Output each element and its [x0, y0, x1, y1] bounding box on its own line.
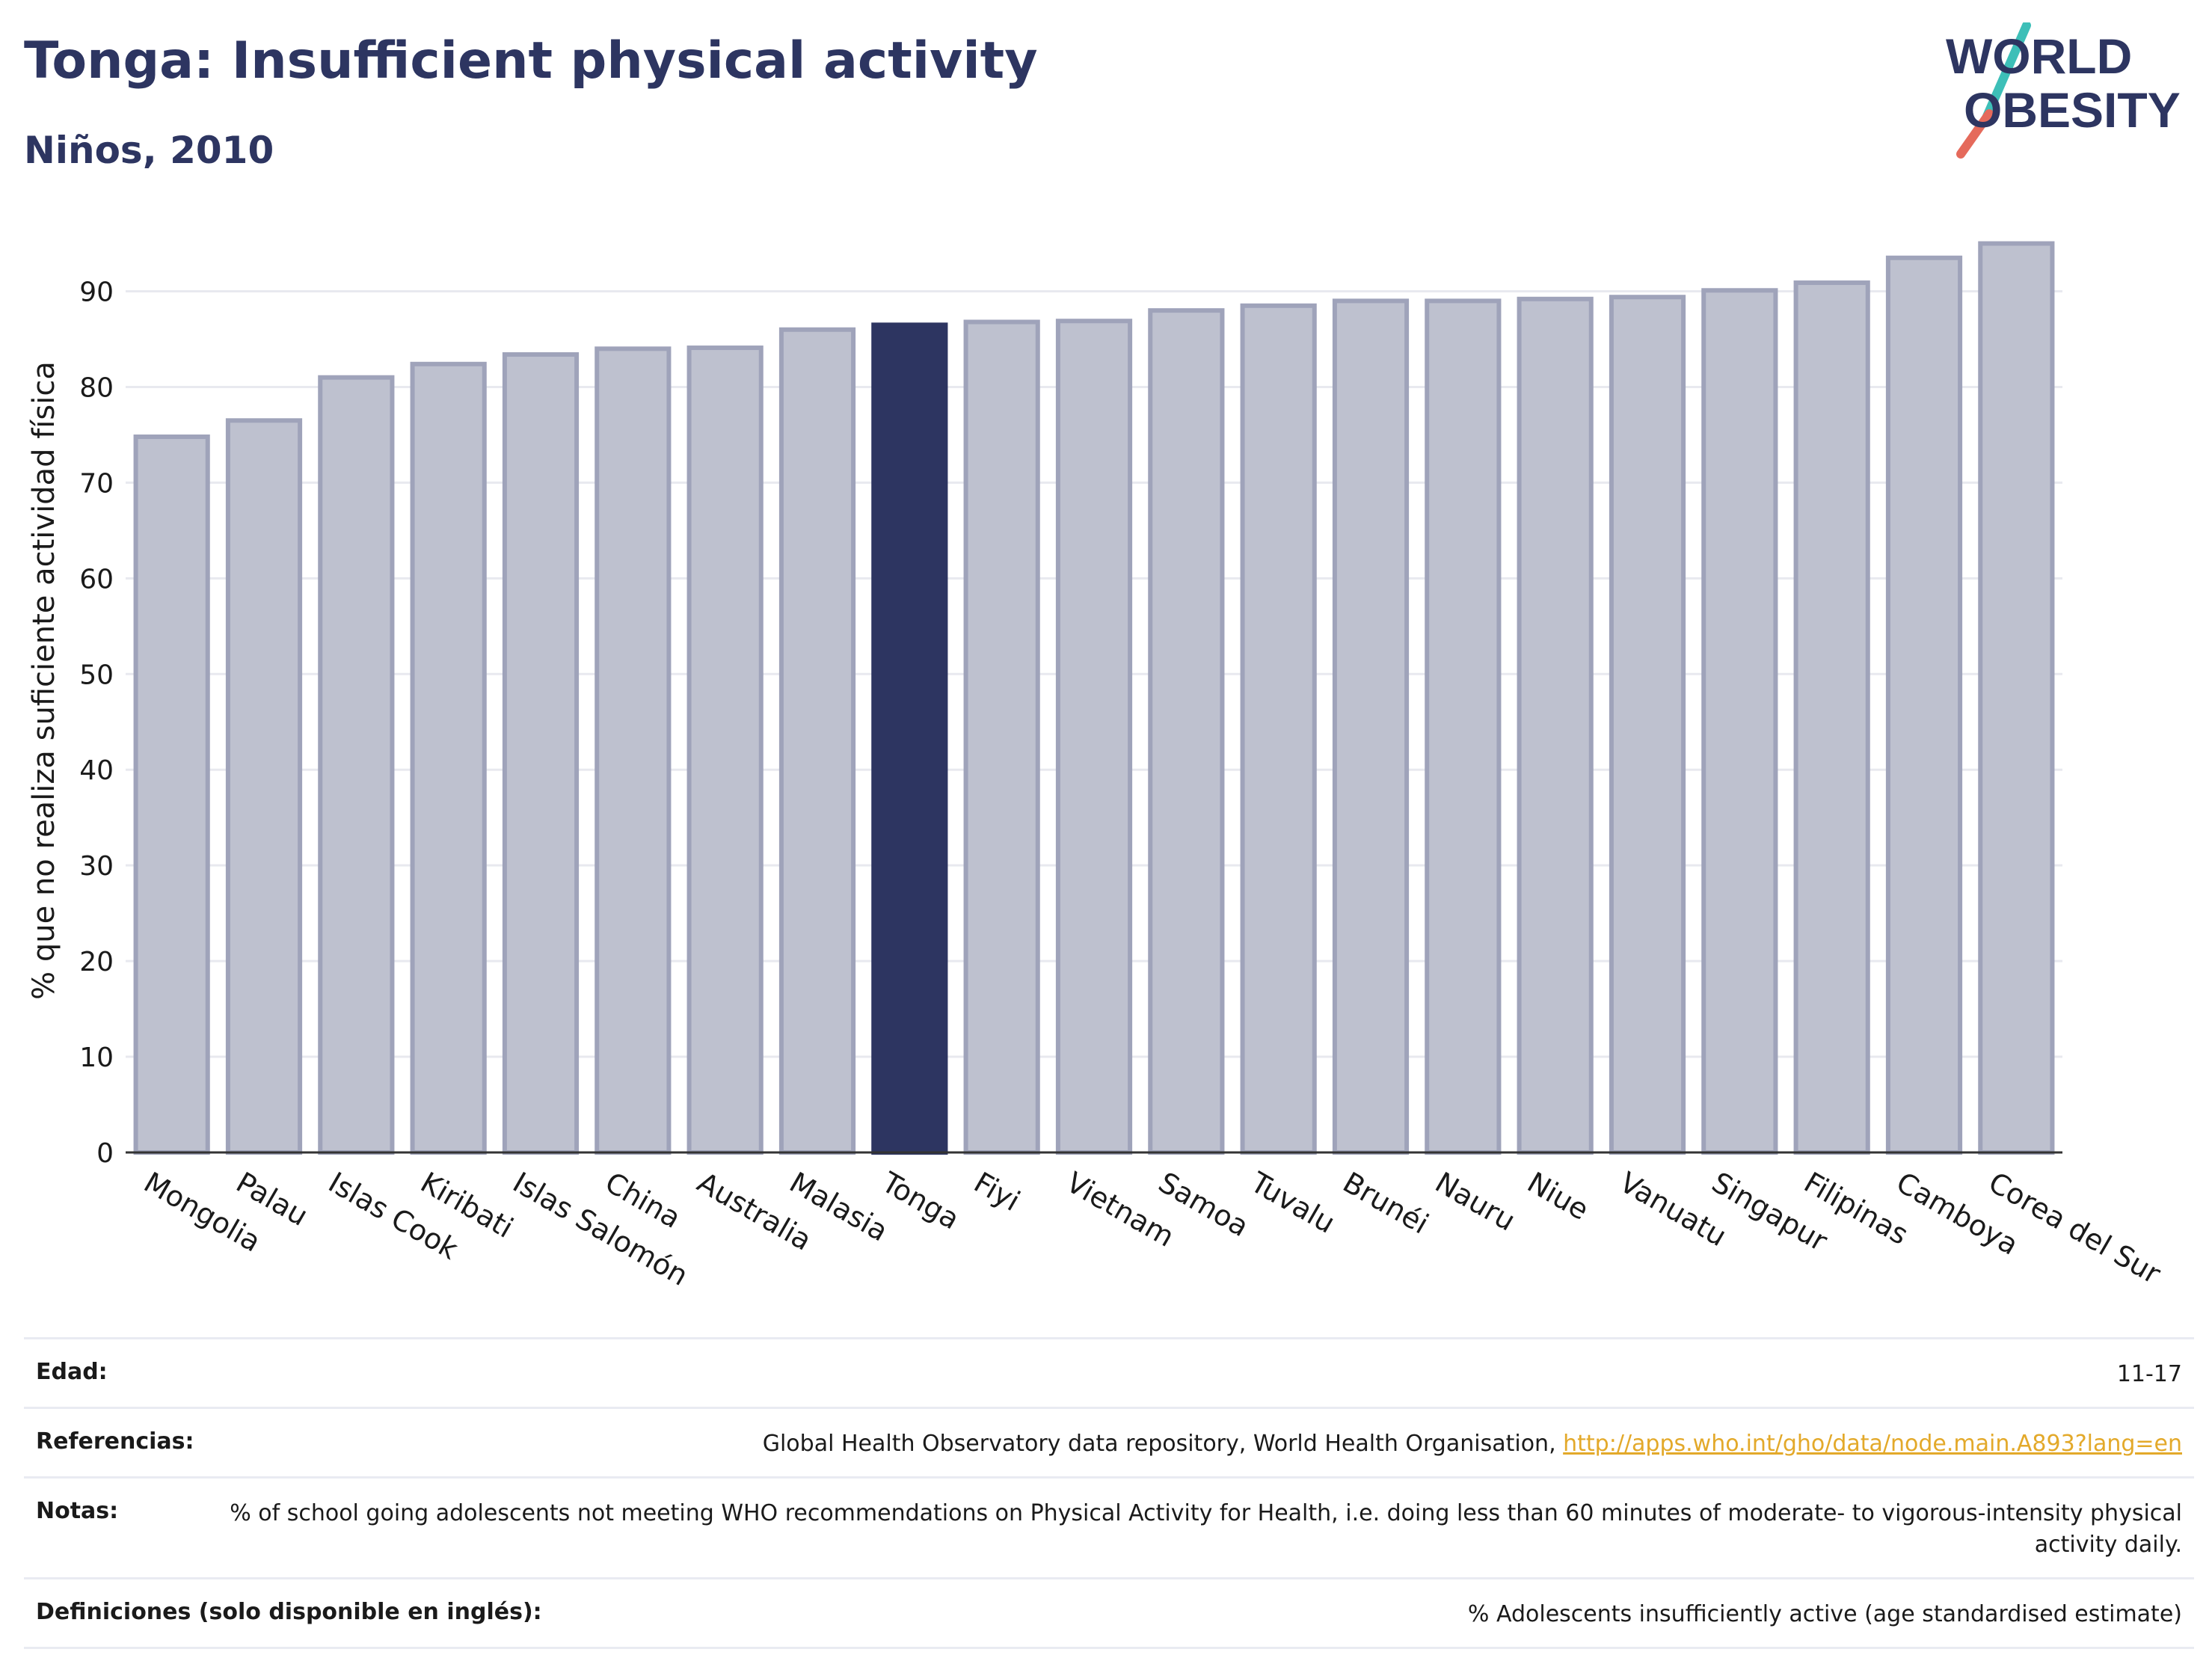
y-tick-label: 70: [79, 468, 114, 499]
bar: [1609, 295, 1686, 1155]
info-value: 11-17: [2117, 1359, 2182, 1390]
bar: [1517, 296, 1594, 1155]
info-key: Definiciones (solo disponible en inglés)…: [36, 1599, 542, 1625]
bar-highlighted: [871, 322, 948, 1155]
logo-slash-bottom: [1956, 109, 1994, 159]
info-value: % Adolescents insufficiently active (age…: [1468, 1599, 2182, 1630]
bar: [963, 319, 1040, 1155]
y-tick-label: 50: [79, 660, 114, 690]
world-obesity-logo: WORLD OBESITY: [1946, 22, 2181, 159]
y-tick-label: 10: [79, 1043, 114, 1073]
y-tick-label: 20: [79, 947, 114, 977]
y-tick-label: 40: [79, 755, 114, 786]
info-value-text: 11-17: [2116, 1361, 2182, 1387]
x-tick-label: Fiyi: [968, 1166, 1025, 1218]
bar: [1332, 298, 1410, 1155]
bar: [778, 327, 856, 1155]
bar: [686, 346, 764, 1155]
bar: [1701, 288, 1778, 1155]
bar: [1793, 280, 1870, 1155]
y-tick-label: 80: [79, 372, 114, 403]
y-tick-label: 60: [79, 564, 114, 595]
x-tick-label: Nauru: [1430, 1166, 1521, 1238]
chart-subtitle: Niños, 2010: [24, 129, 274, 172]
bar: [1055, 319, 1133, 1155]
bar: [1148, 308, 1225, 1155]
bar: [1978, 241, 2055, 1155]
y-axis-ticks: 0 10 20 30 40 50 60 70 80 90: [79, 277, 114, 1169]
info-row: Edad: 11-17: [24, 1337, 2194, 1407]
info-value-text: % of school going adolescents not meetin…: [230, 1500, 2182, 1558]
info-row: Definiciones (solo disponible en inglés)…: [24, 1577, 2194, 1649]
info-table: Edad: 11-17 Referencias: Global Health Obse…: [24, 1337, 2194, 1649]
bar: [225, 418, 303, 1155]
info-key: Referencias:: [36, 1428, 194, 1455]
info-value: Global Health Observatory data repositor…: [763, 1428, 2182, 1460]
x-tick-label: Brunéi: [1338, 1166, 1434, 1241]
info-value-text: % Adolescents insufficiently active (age…: [1467, 1601, 2182, 1627]
reference-link[interactable]: http://apps.who.int/gho/data/node.main.A…: [1563, 1431, 2182, 1457]
y-tick-label: 0: [96, 1138, 114, 1169]
y-axis-label: % que no realiza suficiente actividad fí…: [27, 361, 61, 1000]
info-value: % of school going adolescents not meetin…: [163, 1498, 2182, 1561]
info-row: Notas: % of school going adolescents not …: [24, 1476, 2194, 1577]
logo-slash-top: [1981, 22, 2031, 124]
chart-title: Tonga: Insufficient physical activity: [24, 31, 1038, 90]
bar: [410, 361, 487, 1155]
bar: [133, 435, 210, 1155]
info-key: Notas:: [36, 1498, 119, 1524]
bar: [1425, 298, 1502, 1155]
bar: [502, 351, 580, 1155]
bars: [133, 241, 2055, 1155]
info-row: Referencias: Global Health Observatory da…: [24, 1407, 2194, 1476]
logo-line2: OBESITY: [1964, 82, 2181, 138]
y-tick-label: 30: [79, 851, 114, 882]
bar: [1885, 255, 1963, 1155]
x-tick-label: Tuvalu: [1244, 1165, 1340, 1240]
bar: [1240, 303, 1317, 1155]
bar: [595, 346, 672, 1155]
bar: [318, 375, 395, 1155]
y-tick-label: 90: [79, 277, 114, 308]
logo-line1: WORLD: [1946, 28, 2132, 84]
info-value-text: Global Health Observatory data repositor…: [762, 1431, 1564, 1457]
x-tick-label: Niue: [1522, 1166, 1594, 1226]
info-key: Edad:: [36, 1359, 108, 1385]
